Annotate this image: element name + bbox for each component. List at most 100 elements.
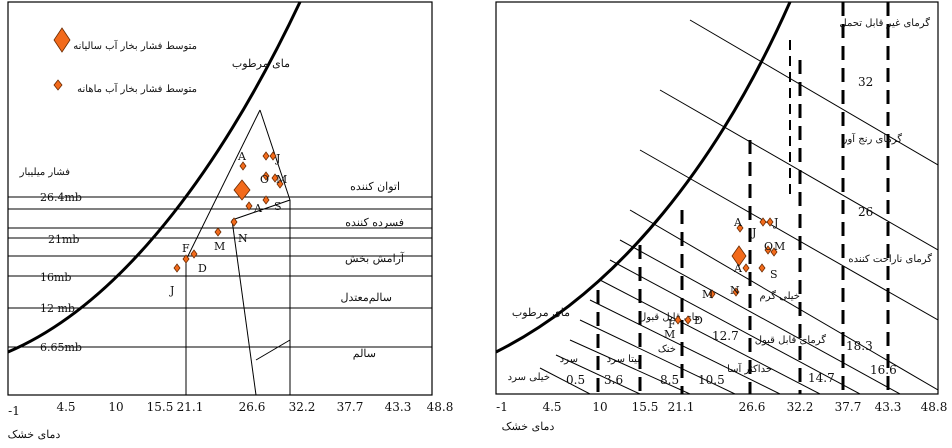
right-line-values: 32 26 18.3 16.6 14.7 12.7 10.5 8.5 3.6 0… bbox=[566, 75, 897, 387]
lt6: 32.2 bbox=[289, 400, 316, 414]
rt2: 10 bbox=[592, 400, 607, 414]
r-annual-point bbox=[731, 245, 747, 267]
pressure-6-65: 6.65mb bbox=[40, 341, 82, 354]
left-x-axis-label: دمای خشک bbox=[8, 428, 61, 441]
month-n: N bbox=[238, 232, 248, 245]
r-point-a2 bbox=[742, 263, 750, 273]
left-saturation-curve bbox=[7, 1, 302, 354]
pressure-21: 21mb bbox=[48, 233, 79, 246]
left-pressure-lines bbox=[8, 196, 432, 348]
lt7: 37.7 bbox=[337, 400, 364, 414]
monthly-marker bbox=[53, 79, 63, 91]
r-month-o: O bbox=[764, 240, 773, 253]
lt1: 4.5 bbox=[56, 400, 75, 414]
right-saturation-label: مای مرطوب bbox=[512, 306, 570, 319]
rv-26: 26 bbox=[858, 205, 873, 219]
month-m2: M bbox=[214, 240, 225, 253]
left-legend: متوسط فشار بخار آب سالیانه متوسط فشار بخ… bbox=[53, 27, 197, 95]
rzone-cool: خنک bbox=[658, 344, 676, 355]
r-month-j1: J bbox=[751, 226, 756, 239]
point-o bbox=[262, 171, 270, 181]
left-chart: متوسط فشار بخار آب سالیانه متوسط فشار بخ… bbox=[7, 1, 453, 441]
pressure-12: 12 mb bbox=[40, 302, 75, 315]
right-zone-labels: گرمای غیر قابل تحمل گرمای رنج آور گرمای … bbox=[508, 17, 933, 383]
month-a1: A bbox=[237, 150, 247, 163]
annual-point bbox=[233, 179, 251, 201]
r-month-f: F bbox=[668, 318, 676, 331]
r-month-n: N bbox=[730, 284, 740, 297]
pressure-title: فشار میلیبار bbox=[19, 167, 71, 178]
r-point-m2 bbox=[708, 289, 716, 299]
point-n bbox=[230, 217, 238, 227]
zone-soothing: آرامش بخش bbox=[345, 252, 405, 265]
pressure-26-4: 26.4mb bbox=[40, 191, 82, 204]
rzone-slightly-cold: بیتا سرد bbox=[607, 354, 640, 365]
month-a2: A bbox=[253, 202, 263, 215]
r-point-f bbox=[674, 315, 682, 325]
month-m1: M bbox=[276, 173, 287, 186]
point-d bbox=[190, 249, 198, 259]
r-point-o bbox=[764, 245, 772, 255]
right-saturation-curve bbox=[495, 1, 792, 354]
right-x-axis-label: دمای خشک bbox=[502, 420, 555, 433]
rv-18-3: 18.3 bbox=[846, 339, 873, 353]
point-j1 bbox=[262, 151, 270, 161]
month-j2: J bbox=[169, 284, 174, 297]
point-f bbox=[182, 254, 190, 264]
rzone-max-comfort: حداکثر آسا bbox=[727, 362, 772, 375]
rv-12-7: 12.7 bbox=[712, 329, 739, 343]
left-month-labels: A J O M A S N M F D J bbox=[169, 150, 287, 297]
point-m2 bbox=[276, 179, 284, 189]
r-month-m2: M bbox=[702, 288, 713, 301]
rzone-acceptable: مای قابل قبول bbox=[639, 312, 700, 323]
left-saturation-label: مای مرطوب bbox=[232, 57, 290, 70]
month-d: D bbox=[198, 262, 207, 275]
rt1: 4.5 bbox=[542, 400, 561, 414]
r-point-d bbox=[684, 315, 692, 325]
rt5: 26.6 bbox=[739, 400, 766, 414]
legend-monthly-label: متوسط فشار بخار آب ماهانه bbox=[77, 82, 197, 95]
rzone-acceptable-hot: گرمای قابل قبول bbox=[755, 334, 827, 346]
lt3: 15.5 bbox=[147, 400, 174, 414]
rv-14-7: 14.7 bbox=[808, 371, 835, 385]
right-diagonal-lines bbox=[539, 19, 938, 394]
lt2: 10 bbox=[108, 400, 123, 414]
pressure-labels: 26.4mb 21mb 16mb 12 mb 6.65mb bbox=[40, 191, 82, 354]
rt8: 43.3 bbox=[875, 400, 902, 414]
point-m1 bbox=[271, 173, 279, 183]
rt4: 21.1 bbox=[668, 400, 695, 414]
r-month-a1: A bbox=[733, 216, 743, 229]
r-point-j2 bbox=[766, 217, 774, 227]
month-o: O bbox=[260, 173, 269, 186]
month-j1: J bbox=[275, 152, 280, 165]
r-month-a2: A bbox=[733, 262, 743, 275]
month-f: F bbox=[182, 242, 190, 255]
zone-healthy: سالم bbox=[353, 347, 376, 360]
r-month-d: D bbox=[694, 314, 703, 327]
r-point-m1 bbox=[770, 247, 778, 257]
rv-16-6: 16.6 bbox=[870, 363, 897, 377]
right-chart: مای مرطوب گرمای غیر قابل تحمل گرمای رنج … bbox=[495, 1, 947, 433]
r-point-a1 bbox=[736, 223, 744, 233]
rzone-uncomfortable: گرمای ناراحت کننده bbox=[848, 253, 932, 265]
rv-8-5: 8.5 bbox=[660, 373, 679, 387]
rt0: -1 bbox=[496, 400, 508, 414]
lt8: 43.3 bbox=[385, 400, 412, 414]
right-frame bbox=[495, 1, 939, 395]
rv-3-6: 3.6 bbox=[604, 373, 623, 387]
right-x-ticks: -1 4.5 10 15.5 21.1 26.6 32.2 37.7 43.3 … bbox=[496, 400, 947, 414]
rzone-very-hot: خیلی گرم bbox=[760, 290, 801, 302]
point-a2 bbox=[245, 201, 253, 211]
rzone-unbearable: گرمای غیر قابل تحمل bbox=[839, 17, 930, 29]
zone-healthy-moderate: سالم‌معتدل bbox=[340, 291, 392, 304]
left-frame bbox=[7, 1, 433, 396]
r-point-j1 bbox=[759, 217, 767, 227]
left-data-points bbox=[173, 151, 284, 273]
r-point-s bbox=[758, 263, 766, 273]
lt4: 21.1 bbox=[177, 400, 204, 414]
rt9: 48.8 bbox=[921, 400, 948, 414]
right-dashed-verticals bbox=[596, 2, 890, 394]
right-month-labels: A J J O M A S M N F M D bbox=[664, 216, 785, 341]
rv-0-5: 0.5 bbox=[566, 373, 585, 387]
